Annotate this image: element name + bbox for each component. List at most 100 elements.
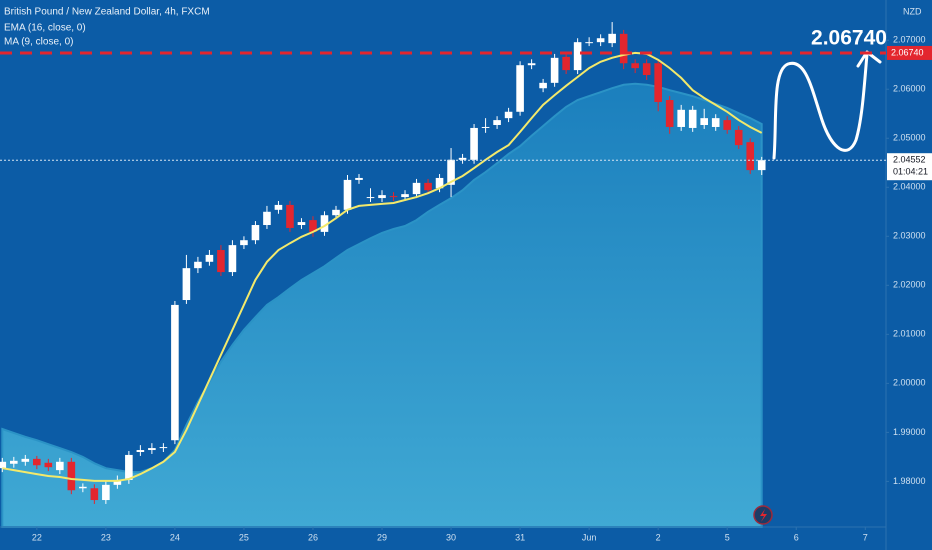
candle-body [470,127,478,160]
candle-body [596,38,605,43]
candle-body [700,118,708,126]
candle-body [33,458,41,466]
candle-body [205,254,214,262]
candle-body [389,196,398,198]
candle-body [723,120,732,130]
candle-body [401,194,409,198]
candle-body [378,195,386,199]
plot-area [0,22,766,528]
candle-body [619,33,628,64]
y-tick-label: 2.06000 [893,84,926,94]
candle-body [79,486,87,489]
candle-body [136,450,145,452]
y-tick-label: 2.02000 [893,280,926,290]
candle-body [217,250,225,273]
candle-body [113,479,122,485]
candle-body [688,109,697,128]
candle-body [412,182,421,195]
candle-body [297,222,306,226]
last-price-tag [887,153,932,181]
legend-entry: EMA (16, close, 0) [4,23,86,34]
candle-body [343,179,352,210]
candle-body [228,245,237,273]
x-tick-label: 26 [308,532,318,542]
candle-body [550,57,559,83]
candle-body [240,240,248,246]
x-tick-label: 25 [239,532,249,542]
y-tick-label: 2.07000 [893,35,926,45]
chart-title: British Pound / New Zealand Dollar, 4h, … [4,7,210,18]
candle-body [286,204,294,228]
candle-body [148,448,156,451]
y-tick-label: 2.03000 [893,231,926,241]
candle-body [711,118,720,127]
candle-body [527,63,536,66]
y-tick-label: 2.00000 [893,378,926,388]
candle-body [746,142,755,171]
annotation: 2.06740 [811,27,887,50]
candle-body [516,65,524,112]
candle-body [44,462,53,468]
candle-body [194,261,202,269]
candle-body [102,484,110,501]
y-tick-label: 1.98000 [893,476,926,486]
x-tick-label: 7 [863,532,868,542]
candle-body [585,42,593,44]
y-tick-label: 2.01000 [893,329,926,339]
candle-body [10,460,18,464]
x-tick-label: 22 [32,532,42,542]
legend-entry: MA (9, close, 0) [4,37,73,48]
currency-label: NZD [903,6,922,16]
ema-line [2,51,763,482]
candle-body [458,157,467,160]
y-tick-label: 2.05000 [893,133,926,143]
x-tick-label: 5 [725,532,730,542]
candle-body [90,488,99,501]
candle-body [332,209,340,216]
candle-body [481,126,490,128]
candle-body [251,225,260,241]
x-tick-label: 31 [515,532,525,542]
x-tick-label: 6 [794,532,799,542]
candle-body [642,63,651,76]
candle-body [274,204,283,210]
candle-body [355,177,363,180]
candle-body [677,109,685,127]
candle-body [159,447,168,449]
candle-body [447,159,455,185]
candle-body [757,160,766,171]
candle-body [182,268,191,301]
candle-body [67,461,76,491]
x-tick-label: 24 [170,532,180,542]
candle-body [320,215,329,232]
x-tick-label: Jun [582,532,597,542]
last-price-label: 2.04552 [893,155,926,165]
candle-body [504,111,513,119]
target-price-label: 2.06740 [891,47,924,57]
x-tick-label: 23 [101,532,111,542]
candle-body [21,458,30,462]
target-price-tag [887,45,932,60]
candle-body [125,454,133,480]
candle-body [493,120,501,126]
candle-body [0,461,7,469]
countdown-label: 01:04:21 [893,167,928,177]
candle-body [631,63,639,69]
candle-body [608,33,616,44]
candle-body [263,211,271,226]
candle-body [734,129,743,146]
candle-body [309,220,317,232]
candle-body [665,100,674,127]
candle-body [562,56,570,71]
y-tick-label: 1.99000 [893,427,926,437]
candle-body [573,42,582,71]
candle-body [539,82,547,89]
x-tick-label: 29 [377,532,387,542]
candle-body [366,197,375,199]
candle-body [654,63,662,102]
lightning-glyph [760,509,767,522]
y-tick-label: 2.04000 [893,182,926,192]
candle-body [435,177,444,189]
candle-body [56,461,64,471]
